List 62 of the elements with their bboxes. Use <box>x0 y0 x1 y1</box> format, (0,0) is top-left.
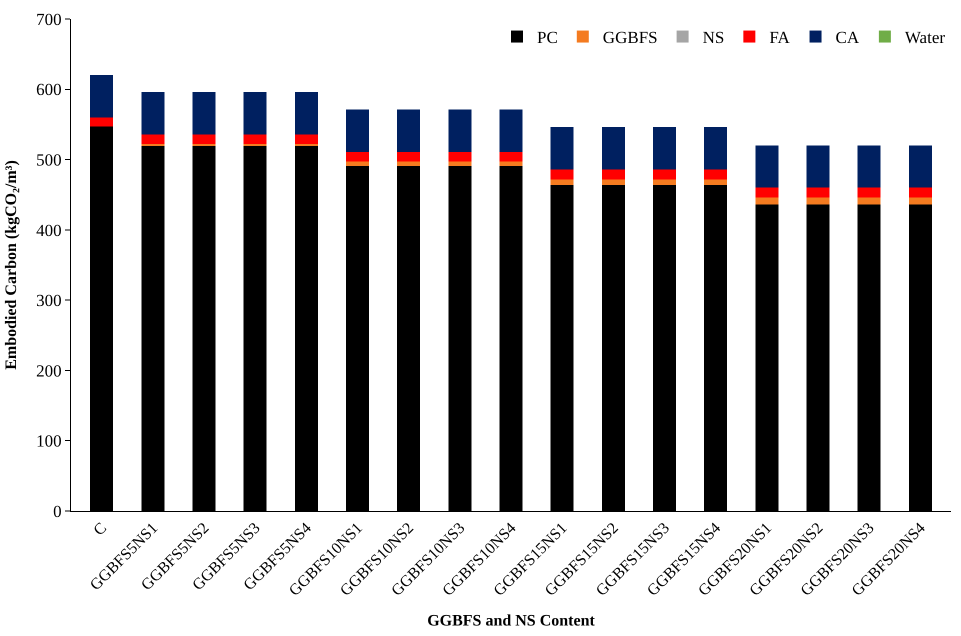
bar <box>858 146 881 188</box>
y-tick-label: 500 <box>36 150 62 170</box>
bar <box>192 92 216 134</box>
x-axis-title: GGBFS and NS Content <box>427 612 596 630</box>
legend-label: CA <box>836 28 860 48</box>
legend-label: Water <box>904 28 946 48</box>
bar <box>141 92 164 134</box>
bar <box>550 169 574 180</box>
bar <box>908 198 932 205</box>
bar <box>858 188 881 198</box>
bar <box>755 188 778 198</box>
bar <box>806 188 830 198</box>
bar <box>550 127 574 170</box>
bar <box>499 152 523 162</box>
bar <box>550 179 574 185</box>
bar <box>346 110 370 152</box>
bar <box>90 117 114 127</box>
bar <box>448 110 472 152</box>
bar <box>858 198 881 205</box>
bar <box>397 110 420 152</box>
bar <box>908 146 932 188</box>
y-axis-title: Embodied Carbon (kgCO₂/m³) <box>3 160 20 370</box>
bar <box>602 127 625 170</box>
bar <box>346 152 370 162</box>
legend-label: FA <box>769 28 791 48</box>
bar <box>704 169 728 180</box>
bar <box>499 162 523 166</box>
bar <box>704 179 728 185</box>
bar <box>755 198 778 205</box>
y-tick-label: 100 <box>36 432 62 451</box>
bar <box>141 134 164 144</box>
y-tick-label: 400 <box>36 220 62 240</box>
legend-label: GGBFS <box>602 28 658 48</box>
bar <box>652 169 676 180</box>
bar <box>90 75 114 118</box>
bar <box>602 179 625 185</box>
bar <box>499 110 523 152</box>
bar <box>806 146 830 188</box>
y-tick-label: 300 <box>36 291 62 310</box>
bar <box>294 134 318 144</box>
bar <box>294 92 318 134</box>
bar <box>652 127 676 170</box>
y-tick-label: 200 <box>36 361 62 380</box>
bar <box>397 152 420 162</box>
bar <box>244 134 267 144</box>
y-tick-label: 700 <box>36 10 62 29</box>
bar <box>652 179 676 185</box>
y-tick-label: 0 <box>53 502 62 521</box>
bar <box>704 127 728 170</box>
bar <box>602 169 625 180</box>
bar <box>244 92 267 134</box>
bar <box>346 162 370 166</box>
bar <box>908 188 932 198</box>
bar <box>397 162 420 166</box>
legend-label: PC <box>537 28 558 48</box>
y-tick-label: 600 <box>36 80 62 100</box>
bar <box>448 152 472 162</box>
bar <box>192 134 216 144</box>
bar <box>755 146 778 188</box>
bar <box>448 162 472 166</box>
bar <box>806 198 830 205</box>
legend-label: NS <box>702 28 724 48</box>
